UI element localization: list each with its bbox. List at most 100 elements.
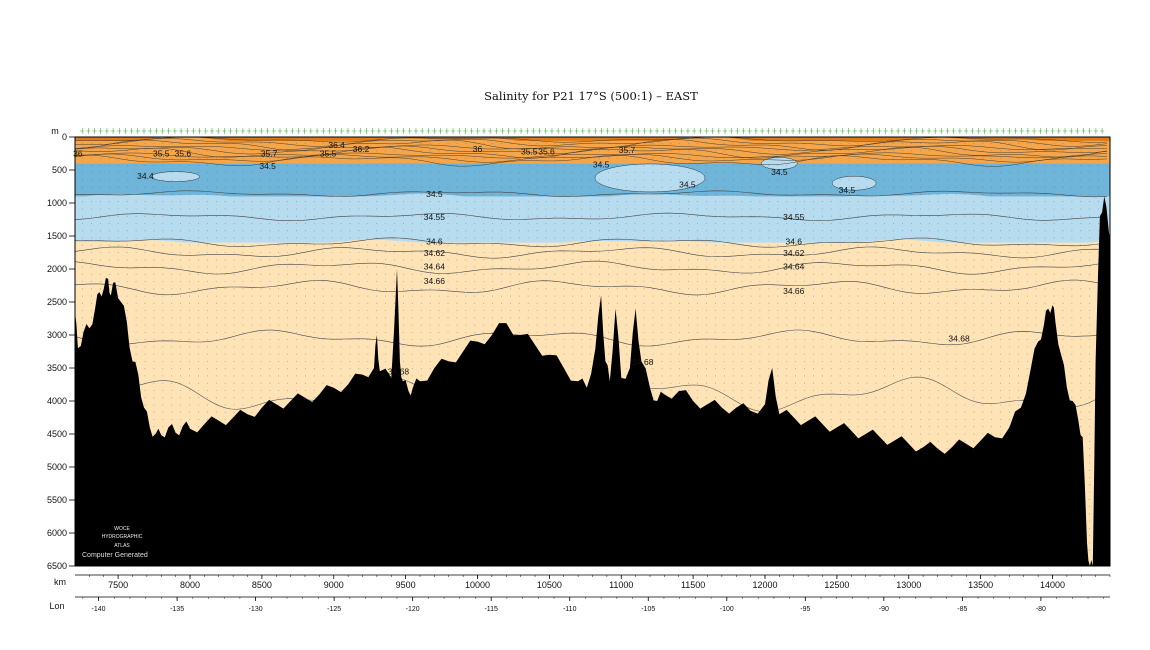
contour-label: 34.5 xyxy=(426,189,443,199)
contour-label: 35.5 xyxy=(521,147,538,157)
y-tick-label: 2000 xyxy=(47,264,67,274)
y-tick-label: 2500 xyxy=(47,297,67,307)
km-tick-label: 13500 xyxy=(968,580,993,590)
contour-label: 34.66 xyxy=(424,276,446,286)
lon-tick-label: -100 xyxy=(720,606,734,613)
salinity-band-0 xyxy=(75,137,1110,141)
contour-line-34.6 xyxy=(74,237,1108,248)
y-tick-label: 6000 xyxy=(47,528,67,538)
y-tick-label: 3000 xyxy=(47,330,67,340)
surface-contour-line xyxy=(74,139,1108,151)
contour-label: 35.5 xyxy=(320,149,337,159)
contour-label: 34.55 xyxy=(424,212,446,222)
contour-label: 34.66 xyxy=(783,286,805,296)
watermark-woce: WOCE xyxy=(114,526,130,532)
contour-label: 34.68 xyxy=(388,366,410,376)
y-tick-label: 4000 xyxy=(47,396,67,406)
contour-line-34.62 xyxy=(74,246,1108,259)
km-tick-label: 10000 xyxy=(465,580,490,590)
contour-label: 35.7 xyxy=(619,145,636,155)
contour-label: 34.64 xyxy=(783,261,805,271)
plot-area: 36 35.5 35.6 35.734.534.435.536.4 36.2 36 35.5… xyxy=(73,136,1110,566)
lon-tick-label: -135 xyxy=(170,606,184,613)
y-tick-label: 500 xyxy=(52,165,67,175)
y-tick-label: 1000 xyxy=(47,198,67,208)
contour-label: 34.68 xyxy=(948,333,970,343)
km-tick-label: 11000 xyxy=(609,580,633,590)
bathymetry xyxy=(75,196,1110,566)
contour-label: 34.5 xyxy=(839,185,856,195)
lon-tick-label: -115 xyxy=(484,606,498,613)
km-tick-label: 14000 xyxy=(1040,580,1065,590)
lon-tick-label: -120 xyxy=(406,606,420,613)
contour-label: 34.64 xyxy=(424,261,446,271)
contour-label: 34.62 xyxy=(783,248,805,258)
contour-label: 36.2 xyxy=(353,144,370,154)
lon-tick-label: -140 xyxy=(92,606,106,613)
y-tick-label: 1500 xyxy=(47,231,67,241)
y-tick-label: 5000 xyxy=(47,462,67,472)
low-salinity-pocket-2 xyxy=(831,175,877,191)
y-tick-label: 6500 xyxy=(47,561,67,571)
contour-label: 36 xyxy=(73,149,83,159)
surface-contour-line xyxy=(74,137,1108,147)
y-unit-label: m xyxy=(51,126,59,136)
contour-label: 34.62 xyxy=(424,248,446,258)
lon-tick-label: -130 xyxy=(249,606,263,613)
km-tick-label: 8000 xyxy=(180,580,200,590)
lon-tick-label: -105 xyxy=(641,606,655,613)
lon-tick-label: -95 xyxy=(800,606,810,613)
chart-title: Salinity for P21 17°S (500:1) – EAST xyxy=(484,89,698,103)
computer-generated-credit: Computer Generated xyxy=(82,552,148,559)
y-tick-label: 3500 xyxy=(47,363,67,373)
contour-line-34.55 xyxy=(74,212,1107,221)
lon-tick-label: -85 xyxy=(957,606,967,613)
km-tick-label: 8500 xyxy=(252,580,272,590)
contour-label: 34.68 xyxy=(632,357,654,367)
contour-label: 35.6 xyxy=(538,147,555,157)
contour-label: 35.6 xyxy=(175,149,192,159)
surface-contour-line xyxy=(74,146,1108,159)
lon-axis-label: Lon xyxy=(49,601,64,611)
km-tick-label: 9000 xyxy=(324,580,344,590)
km-tick-label: 11500 xyxy=(681,580,705,590)
contour-label: 35.7 xyxy=(261,149,278,159)
axes: 0 500 1000 1500 2000 2500 3000 3500 4000 4500 5000… xyxy=(47,128,1111,613)
contour-label: 35.5 xyxy=(153,149,170,159)
watermark-hydrographic: HYDROGRAPHIC xyxy=(102,534,143,540)
contour-label: 34.5 xyxy=(259,161,276,171)
contour-label: 34.4 xyxy=(137,171,154,181)
contour-label: 34.6 xyxy=(426,236,443,246)
km-tick-label: 9500 xyxy=(396,580,416,590)
surface-contour-line xyxy=(75,152,1108,159)
low-salinity-pocket-0 xyxy=(151,171,200,182)
lon-tick-label: -125 xyxy=(327,606,341,613)
y-tick-label: 4500 xyxy=(47,429,67,439)
km-tick-label: 7500 xyxy=(108,580,128,590)
km-tick-label: 12000 xyxy=(752,580,777,590)
surface-contour-line xyxy=(74,144,1107,151)
low-salinity-pocket-1 xyxy=(594,163,706,193)
contour-line-34.64 xyxy=(74,260,1108,275)
contour-label: 34.5 xyxy=(593,160,610,170)
contour-line-34.5 xyxy=(74,190,1108,198)
contour-label: 36 xyxy=(473,144,483,154)
y-tick-label: 0 xyxy=(62,132,67,142)
km-tick-label: 10500 xyxy=(537,580,562,590)
watermark-atlas: ATLAS xyxy=(114,543,130,549)
contour-label: 34.6 xyxy=(785,236,802,246)
km-tick-label: 13000 xyxy=(896,580,921,590)
lon-tick-label: -90 xyxy=(879,606,889,613)
contour-line-34.66 xyxy=(74,279,1108,296)
y-tick-label: 5500 xyxy=(47,495,67,505)
contour-label: 34.5 xyxy=(771,167,788,177)
surface-contour-line xyxy=(74,154,1108,167)
contour-label: 36.4 xyxy=(328,140,345,150)
band-boundary-middle xyxy=(75,193,1110,243)
plot-frame xyxy=(74,136,1111,567)
lon-tick-label: -80 xyxy=(1036,606,1046,613)
contour-line-34.68 xyxy=(74,329,1107,347)
x-unit-label: km xyxy=(54,577,66,587)
lon-tick-label: -110 xyxy=(563,606,577,613)
